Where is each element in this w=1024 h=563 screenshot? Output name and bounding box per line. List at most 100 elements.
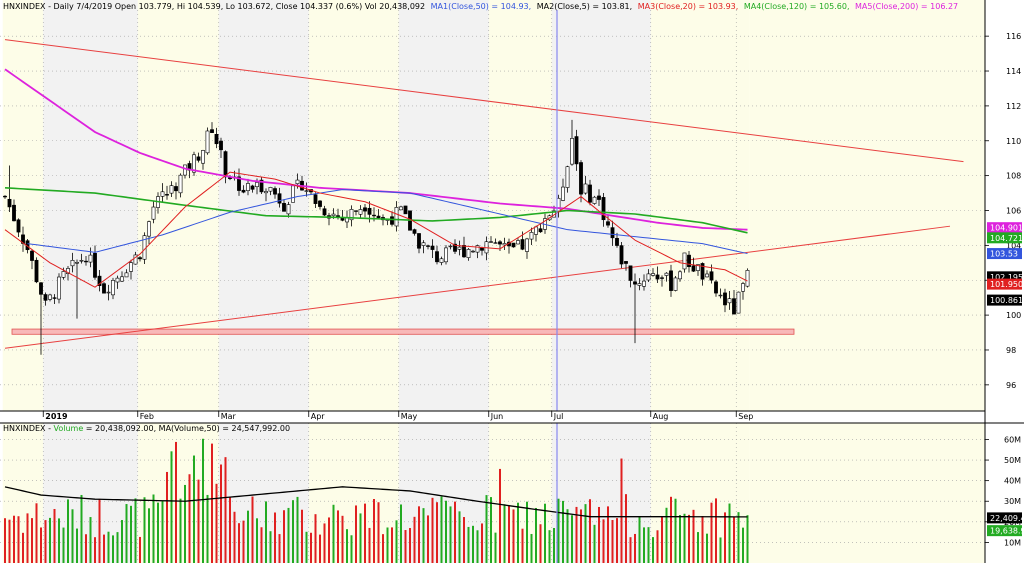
candle-body-134 xyxy=(606,221,610,226)
volume-bar-30 xyxy=(139,536,141,563)
candle-body-36 xyxy=(165,194,169,196)
candle-body-162 xyxy=(732,298,736,315)
price-tick-label-3: 110 xyxy=(1006,137,1021,146)
volume-bar-105 xyxy=(476,530,479,563)
volume-bar-128 xyxy=(580,509,582,563)
trend-line-1 xyxy=(4,225,951,349)
candle-body-160 xyxy=(723,292,727,306)
volume-bar-39 xyxy=(179,498,182,563)
volume-bar-18 xyxy=(85,534,87,563)
badge-vol: 19,638.94 xyxy=(990,527,1024,536)
candle-body-71 xyxy=(322,208,327,216)
candle-body-1 xyxy=(7,198,12,208)
date-axis: 2019 Feb Mar Apr May Jun Jul Aug Sep xyxy=(42,411,753,421)
vol-tick-label-5: 10M xyxy=(1004,538,1021,547)
volume-bar-89 xyxy=(404,530,407,563)
volume-bar-51 xyxy=(233,511,236,563)
band-future xyxy=(749,0,985,411)
ma1-line xyxy=(27,189,748,255)
candles xyxy=(3,119,750,355)
date-label-5: Jun xyxy=(490,412,504,421)
volume-bar-63 xyxy=(287,507,290,563)
candle-body-141 xyxy=(637,283,642,286)
candle-body-102 xyxy=(462,245,466,258)
candle-body-128 xyxy=(579,162,583,195)
volume-bar-21 xyxy=(98,498,101,563)
candle-body-154 xyxy=(696,264,700,271)
candle-body-94 xyxy=(426,245,430,247)
candle-body-161 xyxy=(727,298,732,304)
trend-lines xyxy=(4,39,964,349)
candle-body-144 xyxy=(651,273,655,276)
volume-bar-148 xyxy=(670,496,672,563)
candle-body-113 xyxy=(511,242,516,248)
candle-body-131 xyxy=(592,196,597,204)
volume-bar-69 xyxy=(314,514,317,563)
volume-bar-102 xyxy=(463,517,465,563)
date-label-8: Sep xyxy=(738,412,753,421)
candle-body-32 xyxy=(147,221,151,237)
volume-bar-132 xyxy=(598,506,600,563)
volume-bar-48 xyxy=(220,464,222,563)
volume-bar-60 xyxy=(274,512,276,563)
candle-body-15 xyxy=(70,260,75,267)
candle-body-146 xyxy=(660,277,664,279)
candle-body-151 xyxy=(682,252,687,270)
volume-bar-160 xyxy=(724,512,726,563)
volume-bar-130 xyxy=(589,499,591,563)
volume-bar-59 xyxy=(269,531,272,563)
candle-body-43 xyxy=(196,156,201,161)
candle-body-73 xyxy=(331,213,336,217)
volume-bar-55 xyxy=(251,496,254,563)
volume-bar-14 xyxy=(67,499,69,563)
volume-bar-24 xyxy=(112,535,114,563)
volume-bar-26 xyxy=(121,520,123,563)
volume-bar-81 xyxy=(368,527,371,563)
volume-bar-38 xyxy=(175,441,177,563)
candle-body-145 xyxy=(655,274,660,280)
date-label-3: Apr xyxy=(311,412,326,421)
price-axis: 1161141121101081061041021009896 xyxy=(985,32,1021,390)
moving-averages xyxy=(4,68,748,518)
volume-bar-13 xyxy=(62,527,65,563)
candle-body-53 xyxy=(241,189,246,193)
candle-body-77 xyxy=(349,209,354,221)
candle-body-65 xyxy=(295,179,300,185)
volume-bar-95 xyxy=(431,497,434,563)
volume-bar-40 xyxy=(184,484,186,563)
candle-body-83 xyxy=(376,215,381,219)
candle-body-119 xyxy=(538,228,543,233)
candle-body-109 xyxy=(493,242,498,244)
volume-bar-164 xyxy=(742,527,744,563)
volume-bar-90 xyxy=(409,528,411,563)
volume-bar-71 xyxy=(323,523,326,563)
volume-bar-115 xyxy=(521,528,524,563)
candle-body-56 xyxy=(255,182,259,188)
volume-bar-88 xyxy=(400,504,402,563)
volume-bar-83 xyxy=(377,502,380,563)
volume-bar-112 xyxy=(508,505,510,563)
volume-bar-119 xyxy=(539,524,542,563)
candle-body-23 xyxy=(106,291,111,294)
price-tick-label-2: 112 xyxy=(1006,102,1021,111)
volume-bar-140 xyxy=(634,533,636,563)
volume-bar-109 xyxy=(494,532,497,563)
candle-body-62 xyxy=(282,202,286,212)
volume-bar-92 xyxy=(418,506,420,563)
volume-bar-41 xyxy=(188,474,191,563)
volume-bar-79 xyxy=(359,513,362,563)
volume-bar-66 xyxy=(301,509,303,563)
candle-body-164 xyxy=(741,283,745,292)
volume-bar-123 xyxy=(557,498,560,563)
volume-bars xyxy=(4,438,749,563)
price-tick-label-0: 116 xyxy=(1006,32,1021,41)
volume-bar-45 xyxy=(206,494,209,563)
candle-body-60 xyxy=(273,188,277,195)
candle-body-79 xyxy=(358,209,363,215)
ma3-line xyxy=(4,171,748,288)
price-tick-label-1: 114 xyxy=(1006,67,1021,76)
candle-body-81 xyxy=(367,207,372,215)
candle-body-70 xyxy=(318,200,322,207)
candle-body-136 xyxy=(615,238,619,246)
